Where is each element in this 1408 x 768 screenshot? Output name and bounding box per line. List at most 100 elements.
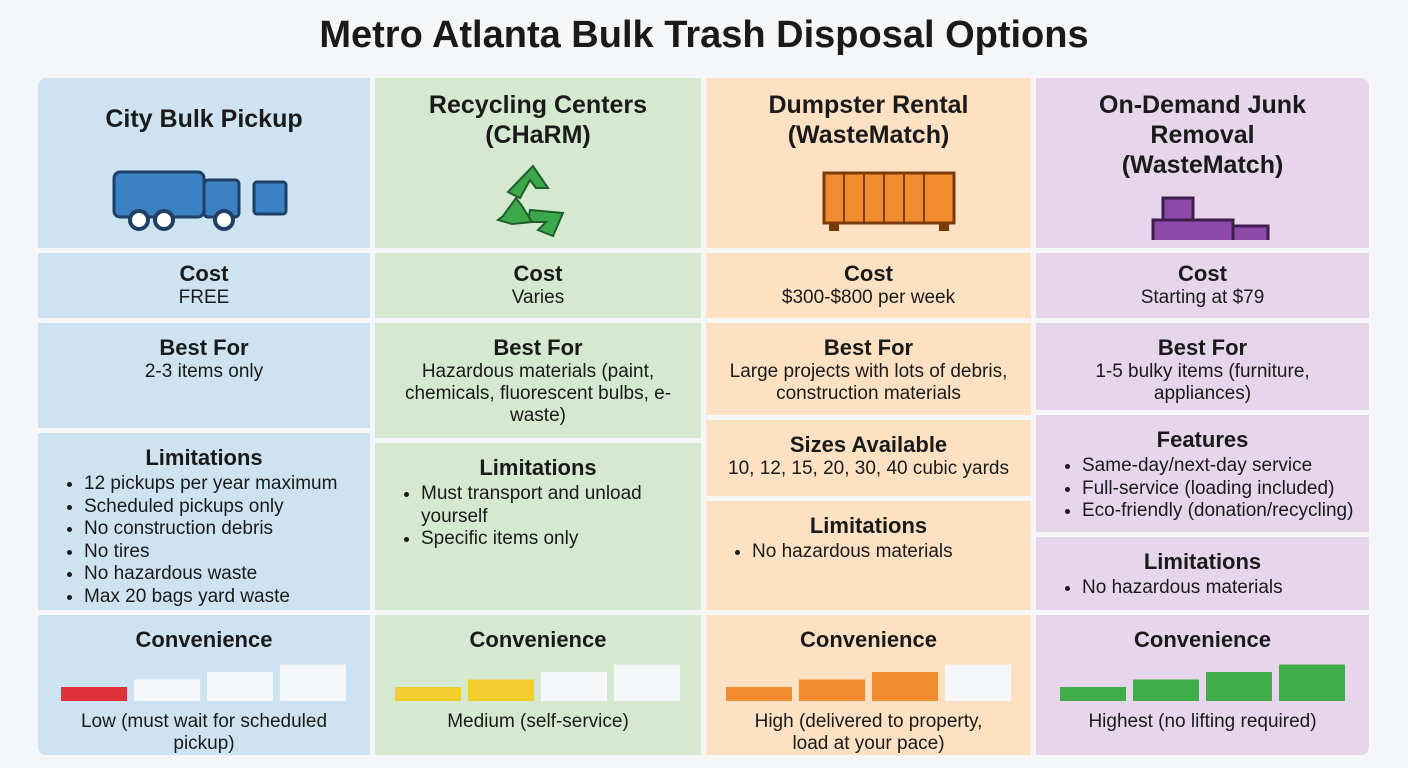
convenience-heading: Convenience bbox=[135, 627, 273, 652]
section: Limitations No hazardous materials bbox=[1036, 537, 1369, 610]
section-text: Large projects with lots of debris, cons… bbox=[729, 361, 1008, 404]
bullet-item: Eco-friendly (donation/recycling) bbox=[1082, 500, 1359, 523]
convenience: Convenience Low (must wait for scheduled … bbox=[38, 615, 370, 755]
section-heading: Limitations bbox=[479, 455, 597, 480]
column-name: (CHaRM) bbox=[485, 121, 591, 149]
meter-bar-filled bbox=[1132, 679, 1199, 701]
meter-bar-filled bbox=[1059, 687, 1126, 701]
convenience-text: High (delivered to property, load at you… bbox=[754, 711, 983, 754]
section-text: Varies bbox=[511, 287, 565, 308]
column: City Bulk Pickup Cost FREE Best For 2-3 item… bbox=[38, 78, 370, 755]
section-text: 10, 12, 15, 20, 30, 40 cubic yards bbox=[728, 458, 1009, 479]
convenience-meter bbox=[395, 664, 680, 701]
section-text: Starting at $79 bbox=[1140, 287, 1265, 308]
icon bbox=[495, 164, 565, 238]
section-heading: Limitations bbox=[145, 445, 263, 470]
meter-bar-filled bbox=[61, 687, 127, 701]
section: Best For Hazardous materials (paint, chem… bbox=[375, 323, 701, 438]
bullet-item: Scheduled pickups only bbox=[84, 496, 360, 519]
section: Cost Starting at $79 bbox=[1036, 253, 1369, 318]
convenience: Convenience Highest (no lifting required) bbox=[1036, 615, 1369, 755]
section-text: FREE bbox=[178, 287, 230, 308]
bullet-item: Full-service (loading included) bbox=[1082, 478, 1359, 501]
section-heading: Sizes Available bbox=[789, 432, 948, 457]
section-heading: Best For bbox=[493, 335, 583, 360]
meter-bar-filled bbox=[871, 672, 938, 701]
section: Limitations No hazardous materials bbox=[706, 501, 1031, 610]
column-name: Dumpster Rental bbox=[768, 91, 969, 119]
convenience-text: Highest (no lifting required) bbox=[1088, 711, 1317, 732]
column: On-Demand Junk Removal (WasteMatch) Cost St… bbox=[1036, 78, 1369, 755]
section: Cost FREE bbox=[38, 253, 370, 318]
section: Sizes Available 10, 12, 15, 20, 30, 40 cu… bbox=[706, 420, 1031, 496]
convenience-text: Medium (self-service) bbox=[447, 711, 629, 732]
page-title: Metro Atlanta Bulk Trash Disposal Option… bbox=[319, 14, 1089, 56]
section: Limitations 12 pickups per year maximumSc… bbox=[38, 433, 370, 610]
column: Recycling Centers (CHaRM) Cost Varies Best F… bbox=[375, 78, 701, 755]
section: Features Same-day/next-day serviceFull-se… bbox=[1036, 415, 1369, 532]
section-heading: Best For bbox=[823, 335, 914, 360]
bullet-item: Must transport and unload yourself bbox=[421, 483, 691, 528]
meter-bar-empty bbox=[614, 664, 680, 701]
section-heading: Limitations bbox=[809, 513, 928, 538]
section-text: Hazardous materials (paint, chemicals, f… bbox=[404, 361, 672, 426]
meter-bar-filled bbox=[1205, 672, 1272, 701]
icon bbox=[1151, 196, 1269, 240]
column-name: On-Demand Junk Removal bbox=[1099, 91, 1306, 149]
section-text: 1-5 bulky items (furniture, appliances) bbox=[1095, 361, 1310, 404]
meter-bar-filled bbox=[468, 679, 534, 701]
bullet-item: Max 20 bags yard waste bbox=[84, 586, 360, 609]
bullet-list: 12 pickups per year maximumScheduled pic… bbox=[48, 473, 360, 608]
meter-bar-empty bbox=[134, 679, 200, 701]
section-heading: Limitations bbox=[1143, 549, 1262, 574]
column-name: (WasteMatch) bbox=[787, 121, 950, 149]
column: Dumpster Rental (WasteMatch) Cost $300-$800… bbox=[706, 78, 1031, 755]
bullet-item: Specific items only bbox=[421, 528, 691, 551]
meter-bar-empty bbox=[207, 672, 273, 701]
meter-bar-filled bbox=[1278, 664, 1345, 701]
bullet-list: No hazardous materials bbox=[716, 541, 1021, 564]
section: Limitations Must transport and unload you… bbox=[375, 443, 701, 610]
convenience-meter bbox=[61, 664, 346, 701]
section: Best For 1-5 bulky items (furniture, appl… bbox=[1036, 323, 1369, 410]
column-name: Recycling Centers bbox=[428, 91, 648, 119]
section-text: $300-$800 per week bbox=[781, 287, 956, 308]
convenience-heading: Convenience bbox=[469, 627, 607, 652]
convenience: Convenience Medium (self-service) bbox=[375, 615, 701, 755]
meter-bar-empty bbox=[541, 672, 607, 701]
column-header: Recycling Centers (CHaRM) bbox=[375, 78, 701, 248]
section-heading: Cost bbox=[179, 261, 229, 286]
bullet-item: 12 pickups per year maximum bbox=[84, 473, 360, 496]
meter-bar-filled bbox=[798, 679, 865, 701]
icon bbox=[822, 171, 955, 231]
column-header: Dumpster Rental (WasteMatch) bbox=[706, 78, 1031, 248]
section-heading: Best For bbox=[159, 335, 249, 360]
comparison-grid: City Bulk Pickup Cost FREE Best For 2-3 item… bbox=[38, 78, 1369, 755]
convenience-heading: Convenience bbox=[1134, 627, 1271, 652]
column-name: City Bulk Pickup bbox=[105, 105, 303, 133]
section-heading: Features bbox=[1156, 427, 1249, 452]
bullet-item: No tires bbox=[84, 541, 360, 564]
bullet-item: No hazardous materials bbox=[1082, 577, 1359, 600]
section-text: 2-3 items only bbox=[144, 361, 264, 382]
bullet-item: No hazardous materials bbox=[752, 541, 1021, 564]
column-name: (WasteMatch) bbox=[1121, 151, 1284, 179]
bullet-list: Same-day/next-day serviceFull-service (l… bbox=[1046, 455, 1359, 523]
bullet-list: Must transport and unload yourselfSpecif… bbox=[385, 483, 691, 551]
convenience-meter bbox=[1059, 664, 1345, 701]
section: Best For Large projects with lots of debr… bbox=[706, 323, 1031, 415]
meter-bar-filled bbox=[725, 687, 792, 701]
section-heading: Best For bbox=[1157, 335, 1248, 360]
bullet-list: No hazardous materials bbox=[1046, 577, 1359, 600]
meter-bar-empty bbox=[280, 664, 346, 701]
convenience-heading: Convenience bbox=[800, 627, 937, 652]
section-heading: Cost bbox=[513, 261, 563, 286]
bullet-item: No construction debris bbox=[84, 518, 360, 541]
icon bbox=[112, 170, 288, 231]
convenience-meter bbox=[725, 664, 1011, 701]
convenience-text: Low (must wait for scheduled pickup) bbox=[80, 711, 328, 754]
meter-bar-filled bbox=[395, 687, 461, 701]
section-heading: Cost bbox=[844, 261, 893, 286]
section: Cost Varies bbox=[375, 253, 701, 318]
